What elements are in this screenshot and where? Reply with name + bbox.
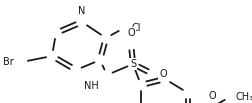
Text: O: O [159,69,167,79]
Text: N: N [78,6,86,16]
Text: NH: NH [84,81,99,91]
Text: S: S [130,59,136,69]
Text: O: O [208,91,216,101]
Text: CH₃: CH₃ [236,92,252,102]
Text: O: O [127,28,135,38]
Text: Cl: Cl [132,23,142,33]
Text: Br: Br [3,57,14,67]
